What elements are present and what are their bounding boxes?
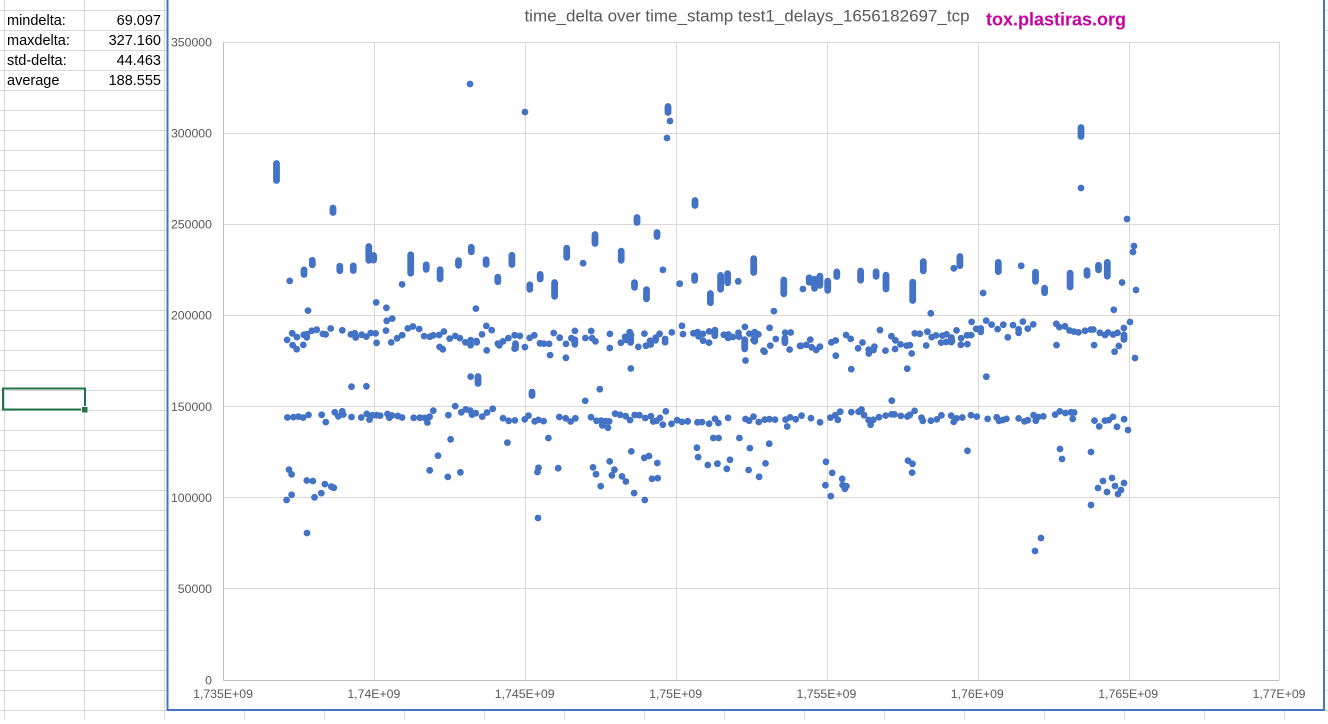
svg-text:maxdelta:: maxdelta: — [7, 33, 70, 49]
svg-text:std-delta:: std-delta: — [7, 53, 67, 69]
svg-text:1,745E+09: 1,745E+09 — [495, 687, 555, 701]
svg-text:50000: 50000 — [178, 582, 212, 596]
svg-text:250000: 250000 — [171, 218, 212, 232]
svg-text:350000: 350000 — [171, 35, 212, 49]
svg-text:mindelta:: mindelta: — [7, 13, 66, 29]
svg-text:0: 0 — [205, 673, 212, 687]
svg-text:188.555: 188.555 — [109, 73, 161, 89]
svg-text:average: average — [7, 73, 59, 89]
svg-text:44.463: 44.463 — [117, 53, 161, 69]
svg-text:1,77E+09: 1,77E+09 — [1253, 687, 1306, 701]
svg-text:1,765E+09: 1,765E+09 — [1098, 687, 1158, 701]
svg-text:time_delta over time_stamp tes: time_delta over time_stamp test1_delays_… — [524, 7, 969, 26]
svg-text:1,74E+09: 1,74E+09 — [347, 687, 400, 701]
svg-text:1,735E+09: 1,735E+09 — [193, 687, 253, 701]
svg-text:1,76E+09: 1,76E+09 — [951, 687, 1004, 701]
svg-text:100000: 100000 — [171, 491, 212, 505]
svg-text:1,755E+09: 1,755E+09 — [797, 687, 857, 701]
svg-text:200000: 200000 — [171, 309, 212, 323]
svg-text:69.097: 69.097 — [117, 13, 161, 29]
svg-text:300000: 300000 — [171, 126, 212, 140]
svg-text:150000: 150000 — [171, 400, 212, 414]
svg-text:tox.plastiras.org: tox.plastiras.org — [986, 10, 1126, 30]
svg-text:327.160: 327.160 — [109, 33, 161, 49]
svg-text:1,75E+09: 1,75E+09 — [649, 687, 702, 701]
